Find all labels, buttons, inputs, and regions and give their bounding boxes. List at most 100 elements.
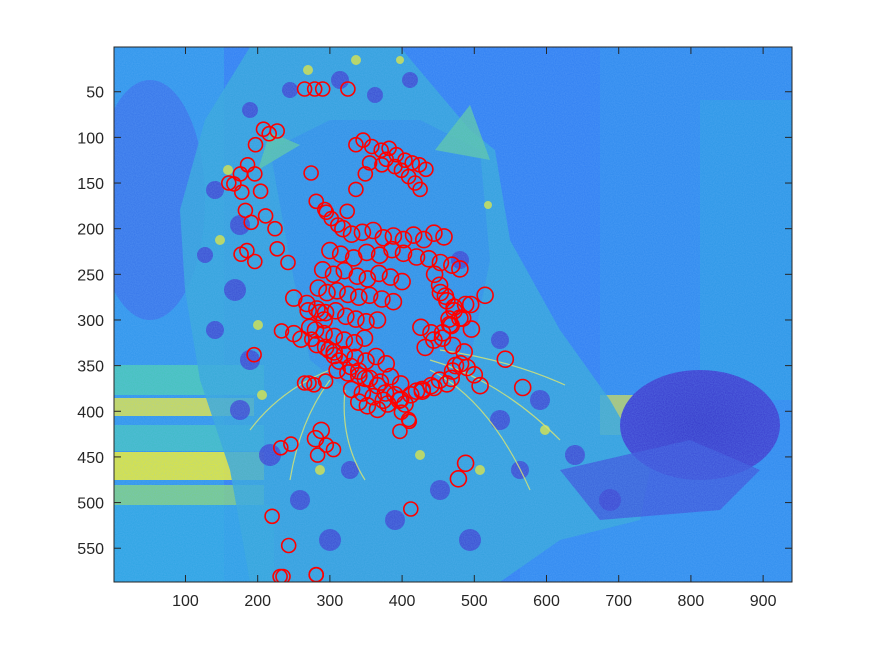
data-point bbox=[358, 396, 377, 415]
data-point bbox=[347, 310, 365, 328]
data-point bbox=[309, 279, 328, 297]
data-point bbox=[261, 125, 278, 142]
data-point bbox=[413, 382, 432, 401]
data-point bbox=[381, 268, 400, 286]
data-point bbox=[397, 152, 413, 168]
data-point bbox=[419, 249, 438, 268]
data-point bbox=[321, 241, 339, 260]
data-point bbox=[368, 400, 387, 419]
data-point bbox=[252, 183, 269, 199]
y-tick-label: 550 bbox=[77, 541, 104, 558]
data-point bbox=[383, 240, 401, 259]
y-tick-label: 350 bbox=[77, 359, 104, 376]
data-point bbox=[461, 295, 480, 314]
data-point bbox=[320, 341, 339, 359]
data-point bbox=[272, 439, 289, 456]
data-point bbox=[393, 272, 411, 291]
x-tick-label: 100 bbox=[172, 593, 199, 610]
data-point bbox=[306, 81, 323, 97]
data-point bbox=[412, 318, 430, 337]
data-point bbox=[348, 267, 367, 286]
data-point bbox=[267, 220, 283, 237]
data-point bbox=[269, 123, 286, 139]
data-point bbox=[246, 346, 262, 363]
data-point bbox=[330, 352, 349, 370]
data-point bbox=[476, 286, 494, 305]
y-axis: 50 100 150 200 250 300 350 400 450 500 550 bbox=[77, 85, 792, 558]
data-point bbox=[339, 285, 357, 304]
data-point bbox=[456, 295, 475, 314]
data-point bbox=[368, 311, 387, 329]
data-point bbox=[334, 219, 352, 238]
data-point bbox=[455, 343, 474, 361]
data-point bbox=[449, 469, 468, 488]
data-point bbox=[303, 331, 320, 348]
data-point bbox=[308, 335, 326, 354]
data-point bbox=[370, 246, 389, 264]
data-point bbox=[340, 81, 356, 97]
data-point bbox=[328, 281, 346, 300]
data-point bbox=[233, 246, 249, 262]
y-tick-label: 250 bbox=[77, 267, 104, 284]
data-point bbox=[394, 244, 413, 263]
x-tick-label: 300 bbox=[317, 593, 344, 610]
data-point bbox=[425, 265, 444, 284]
data-point bbox=[280, 537, 297, 554]
data-point bbox=[303, 165, 319, 181]
data-point bbox=[370, 264, 388, 283]
data-point bbox=[247, 166, 263, 182]
data-point bbox=[283, 436, 299, 452]
data-point bbox=[391, 390, 410, 409]
data-point bbox=[401, 385, 420, 404]
data-point bbox=[243, 214, 259, 231]
data-point bbox=[329, 217, 346, 233]
data-point bbox=[273, 323, 290, 339]
x-tick-label: 600 bbox=[533, 593, 560, 610]
scatter-markers bbox=[221, 81, 532, 582]
y-tick-label: 100 bbox=[77, 130, 104, 147]
y-tick-label: 150 bbox=[77, 176, 104, 193]
data-point bbox=[465, 365, 484, 384]
data-point bbox=[430, 276, 449, 295]
background-image bbox=[114, 47, 792, 582]
data-point bbox=[402, 501, 419, 517]
data-point bbox=[422, 323, 440, 342]
data-point bbox=[296, 81, 313, 97]
data-point bbox=[296, 375, 313, 391]
data-point bbox=[348, 181, 364, 198]
plot-frame bbox=[113, 46, 793, 583]
data-point bbox=[443, 256, 461, 275]
data-point bbox=[325, 346, 344, 365]
data-point bbox=[377, 354, 396, 373]
data-point bbox=[331, 245, 350, 263]
data-point bbox=[363, 138, 380, 155]
data-point bbox=[297, 294, 316, 313]
data-point bbox=[392, 423, 408, 440]
data-point bbox=[247, 136, 264, 153]
data-point bbox=[407, 248, 426, 266]
data-point bbox=[513, 378, 532, 397]
data-point bbox=[414, 230, 433, 249]
data-point bbox=[345, 333, 364, 352]
data-point bbox=[342, 225, 361, 243]
data-point bbox=[374, 229, 393, 247]
data-point bbox=[355, 329, 374, 348]
y-tick-label: 400 bbox=[77, 404, 104, 421]
data-point bbox=[404, 226, 423, 244]
data-point bbox=[328, 361, 346, 380]
data-point bbox=[226, 176, 242, 192]
y-tick-label: 300 bbox=[77, 313, 104, 330]
y-tick-label: 500 bbox=[77, 496, 104, 513]
data-point bbox=[269, 241, 286, 257]
data-point bbox=[247, 253, 263, 270]
data-point bbox=[384, 227, 403, 245]
data-point bbox=[361, 155, 378, 171]
data-point bbox=[376, 384, 395, 402]
data-point bbox=[264, 508, 280, 525]
data-point bbox=[360, 286, 379, 305]
data-point bbox=[325, 441, 342, 458]
data-point bbox=[336, 307, 355, 326]
x-tick-label: 500 bbox=[461, 593, 488, 610]
data-point bbox=[373, 290, 391, 308]
